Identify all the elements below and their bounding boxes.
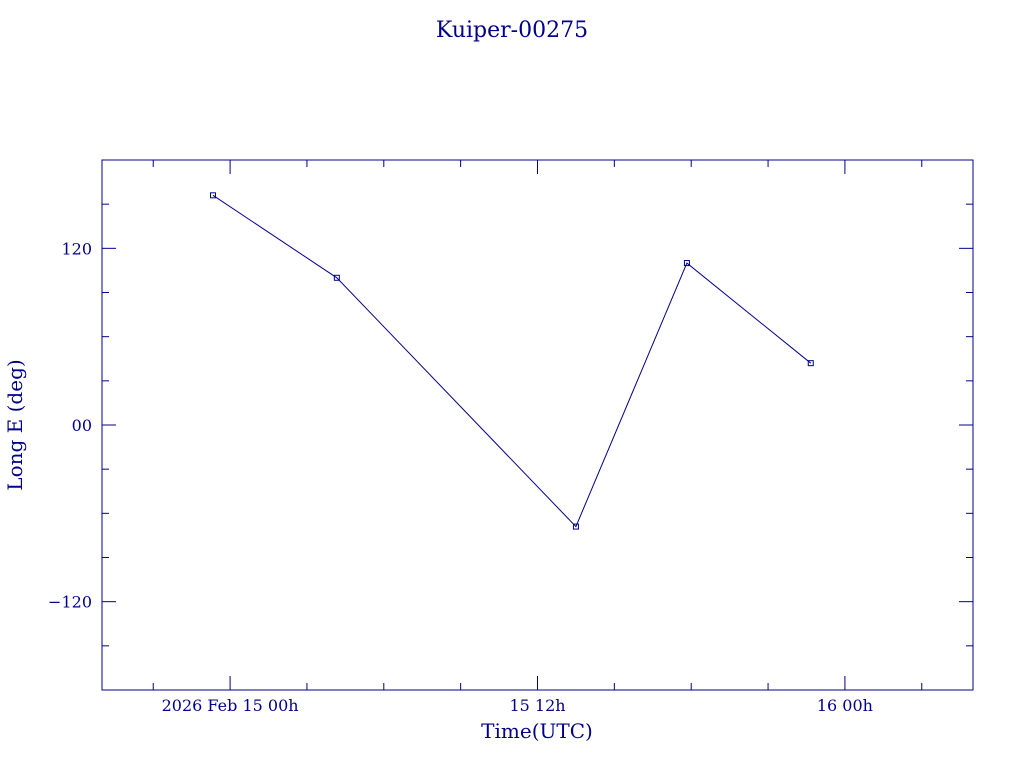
data-points bbox=[210, 192, 814, 530]
x-tick-label: 16 00h bbox=[817, 696, 873, 715]
x-tick-label: 15 12h bbox=[509, 696, 565, 715]
x-tick-label: 2026 Feb 15 00h bbox=[162, 696, 299, 715]
data-point bbox=[333, 274, 340, 281]
y-axis-label: Long E (deg) bbox=[3, 359, 27, 490]
y-tick-label: 00 bbox=[72, 416, 92, 435]
data-point bbox=[210, 192, 217, 199]
y-tick-label: 120 bbox=[61, 239, 92, 258]
y-tick-labels: 120 00 −120 bbox=[48, 239, 92, 611]
data-point bbox=[683, 260, 690, 267]
x-tick-labels: 2026 Feb 15 00h 15 12h 16 00h bbox=[162, 696, 873, 715]
data-point bbox=[572, 523, 579, 530]
series-line bbox=[212, 194, 812, 528]
axis-ticks bbox=[102, 160, 973, 690]
y-tick-label: −120 bbox=[48, 593, 92, 612]
plot-frame bbox=[101, 159, 974, 691]
chart-title: Kuiper-00275 bbox=[436, 18, 588, 43]
data-point bbox=[807, 360, 814, 367]
x-axis-label: Time(UTC) bbox=[481, 719, 593, 743]
